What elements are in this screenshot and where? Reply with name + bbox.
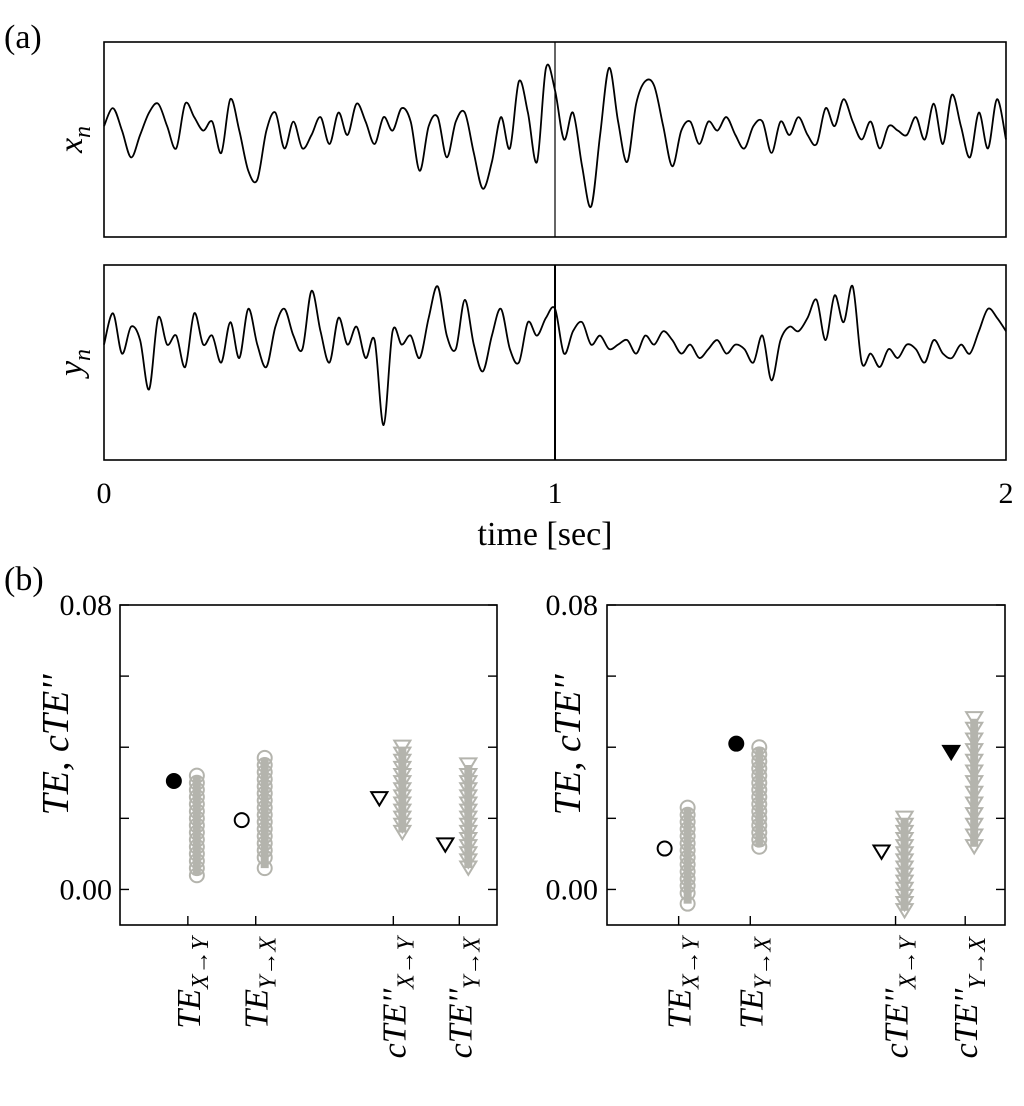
surrogate-point — [458, 757, 479, 774]
surrogate-column — [260, 757, 269, 869]
scatter-panel-right: 0.00 0.08 TE, cTE'' TEX→Y TEY→X cTE''X→Y cTE''… — [546, 589, 1006, 1058]
time-series-panel-x: xn — [53, 41, 1007, 238]
category-label: TEX→Y — [171, 934, 214, 1028]
surrogate-column — [464, 765, 473, 869]
x-tick-label: 0 — [97, 477, 112, 510]
scatter-panel-left: 0.00 0.08 TE, cTE'' TEX→Y TEY→X cTE''X→Y cTE''… — [35, 589, 498, 1059]
observed-point — [871, 844, 892, 861]
x-tick-label: 1 — [548, 477, 563, 510]
surrogate-column — [192, 775, 201, 876]
category-label: cTE''Y→X — [442, 936, 485, 1059]
series-line-x — [103, 63, 1007, 208]
surrogate-point — [392, 739, 413, 756]
category-label: cTE''X→Y — [376, 934, 419, 1058]
series-label-x: xn — [53, 126, 96, 154]
observed-point — [369, 791, 390, 808]
category-label: TEY→X — [239, 936, 282, 1029]
observed-point — [233, 812, 250, 829]
series-label-y: yn — [53, 349, 96, 379]
surrogate-column — [398, 747, 407, 833]
plot-frame — [606, 604, 1006, 926]
x-axis-label: time [sec] — [478, 516, 613, 553]
observed-point — [941, 744, 962, 762]
time-series-panel-y: yn — [53, 264, 1007, 461]
surrogate-column — [755, 747, 764, 847]
panel-b-label: (b) — [4, 561, 44, 598]
series-label-main: x — [53, 138, 90, 154]
category-label: TEX→Y — [662, 934, 705, 1028]
panel-a-label: (a) — [4, 19, 42, 56]
series-label-sub: n — [70, 349, 96, 361]
y-tick-label: 0.00 — [60, 873, 113, 906]
series-line-y — [103, 285, 1007, 427]
category-label: cTE''X→Y — [879, 934, 922, 1058]
surrogate-column — [683, 807, 692, 904]
y-axis-label: TE, cTE'' — [547, 674, 589, 816]
x-tick-label: 2 — [999, 477, 1014, 510]
series-label-main: y — [53, 360, 90, 379]
observed-point — [656, 840, 673, 857]
observed-point — [435, 837, 456, 854]
surrogate-point — [894, 810, 915, 827]
surrogate-column — [970, 718, 979, 847]
observed-point — [728, 735, 745, 752]
surrogate-point — [964, 711, 985, 728]
scatter-group: 0.00 0.08 TE, cTE'' TEX→Y TEY→X cTE''X→Y cTE''… — [35, 589, 1006, 1059]
y-axis-label: TE, cTE'' — [35, 674, 77, 816]
y-tick-label: 0.00 — [546, 873, 599, 906]
series-label-sub: n — [70, 126, 96, 138]
y-tick-label: 0.08 — [546, 589, 599, 622]
category-label: TEY→X — [733, 936, 776, 1029]
plot-frame — [119, 604, 498, 926]
surrogate-column — [900, 818, 909, 911]
observed-point — [165, 773, 182, 789]
category-label: cTE''Y→X — [948, 936, 991, 1059]
y-tick-label: 0.08 — [60, 589, 113, 622]
